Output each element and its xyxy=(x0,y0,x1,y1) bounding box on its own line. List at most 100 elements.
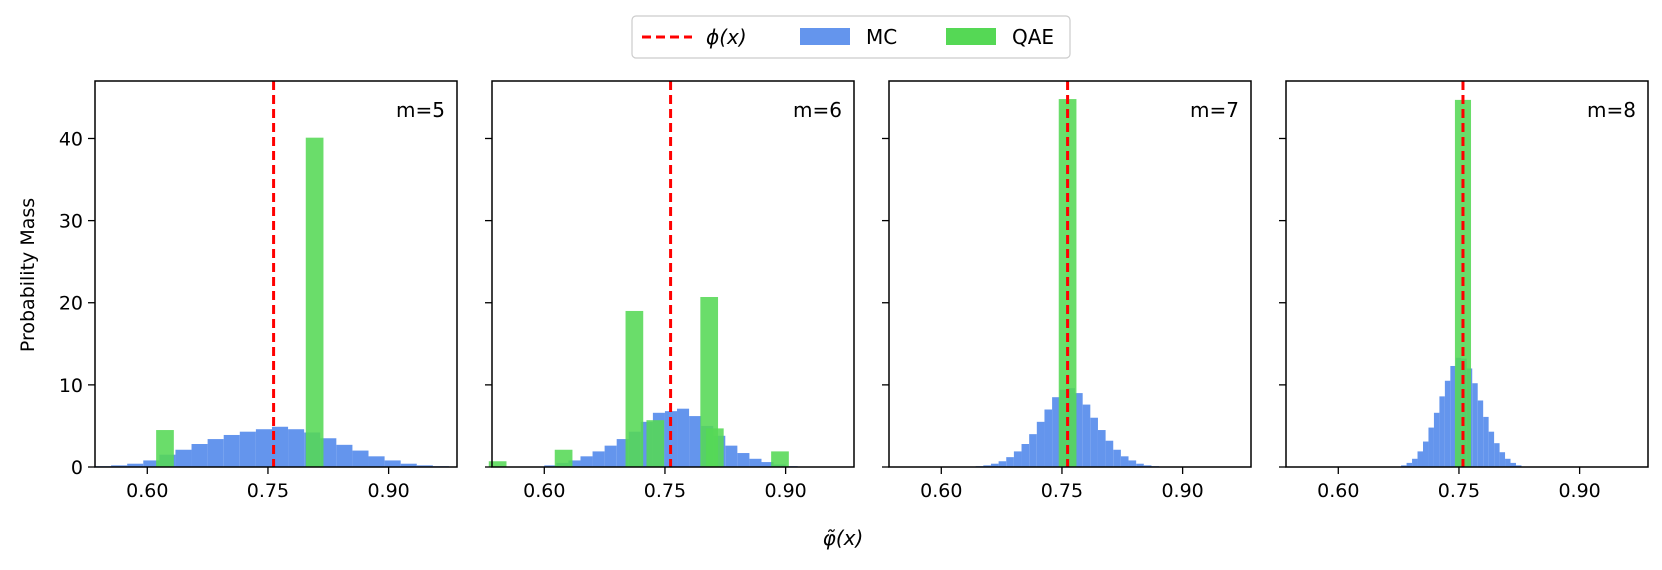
mc-bar xyxy=(400,463,417,467)
qae-bar xyxy=(305,137,324,467)
mc-bar xyxy=(1412,458,1418,467)
mc-bar xyxy=(737,453,750,467)
qae-bar xyxy=(700,296,719,467)
mc-bar xyxy=(352,450,369,467)
mc-bar xyxy=(255,429,272,467)
mc-bar xyxy=(384,460,401,467)
mc-bar xyxy=(271,426,289,467)
mc-bar xyxy=(1143,465,1152,467)
mc-bar xyxy=(1422,441,1429,467)
mc-bar xyxy=(544,465,557,467)
mc-bar xyxy=(1021,444,1030,467)
qae-bar xyxy=(554,449,573,467)
mc-bar xyxy=(223,434,240,467)
mc-bar xyxy=(1406,462,1413,467)
mc-bar xyxy=(288,429,305,467)
x-tick-label: 0.60 xyxy=(1317,480,1359,502)
mc-bar xyxy=(1082,404,1091,467)
x-axis-label: φ̃(x) xyxy=(823,526,864,550)
mc-bar xyxy=(1128,460,1137,467)
mc-bar xyxy=(1036,421,1045,467)
panel-2: m=6 0.60 0.75 0.90 xyxy=(485,80,855,502)
panel-label: m=5 xyxy=(396,98,445,122)
legend-qae-swatch xyxy=(946,28,996,45)
mc-bar xyxy=(1013,451,1022,467)
y-tick-label: 0 xyxy=(71,457,83,479)
mc-bar xyxy=(1488,431,1495,467)
mc-bar xyxy=(1090,417,1098,467)
mc-bar xyxy=(749,458,762,467)
panel-label: m=6 xyxy=(793,98,842,122)
y-tick-label: 20 xyxy=(59,293,83,315)
y-tick-label: 30 xyxy=(59,211,83,233)
mc-bar xyxy=(1428,427,1434,467)
x-tick-label: 0.60 xyxy=(523,480,565,502)
mc-bar xyxy=(1439,396,1445,467)
qae-bar xyxy=(705,428,724,467)
legend: ϕ(x) MC QAE xyxy=(631,15,1071,59)
y-axis-label: Probability Mass xyxy=(17,198,39,352)
mc-bar xyxy=(1433,412,1440,467)
mc-bar xyxy=(320,438,337,467)
mc-bar xyxy=(368,456,385,467)
mc-bar xyxy=(1120,456,1129,467)
mc-bar xyxy=(416,465,433,467)
x-tick-label: 0.60 xyxy=(126,480,168,502)
legend-mc-label: MC xyxy=(866,25,897,49)
y-tick-label: 40 xyxy=(59,128,83,150)
mc-bar xyxy=(336,444,353,467)
mc-bar xyxy=(127,463,144,467)
mc-bar xyxy=(1401,465,1407,467)
panel-1: m=5 0.60 0.75 0.90 0 10 20 30 40 xyxy=(59,80,458,502)
mc-bar xyxy=(1444,380,1451,467)
mc-bar xyxy=(1097,430,1106,467)
x-tick-label: 0.90 xyxy=(367,480,409,502)
mc-bar xyxy=(761,462,774,467)
mc-bar xyxy=(689,416,702,467)
mc-bar xyxy=(1483,416,1489,467)
mc-bar xyxy=(1105,440,1114,467)
panel-frame xyxy=(888,80,1252,468)
mc-bar xyxy=(175,449,192,467)
mc-bar xyxy=(191,444,208,467)
legend-mc-swatch xyxy=(800,28,850,45)
mc-bar xyxy=(983,465,991,467)
mc-bar xyxy=(1477,400,1484,467)
panel-label: m=7 xyxy=(1190,98,1239,122)
mc-bar xyxy=(1029,434,1037,467)
legend-qae-label: QAE xyxy=(1012,25,1054,49)
mc-bar xyxy=(1505,458,1511,467)
mc-bar xyxy=(604,445,617,467)
qae-bar xyxy=(771,451,789,467)
panel-frame xyxy=(491,80,855,468)
mc-bar xyxy=(568,460,581,467)
mc-bar xyxy=(239,431,256,467)
mc-bar xyxy=(207,439,224,467)
qae-bar xyxy=(156,430,174,467)
x-tick-label: 0.75 xyxy=(247,480,289,502)
panel-frame xyxy=(94,80,458,468)
mc-bar xyxy=(111,465,128,467)
mc-bar xyxy=(1417,451,1423,467)
x-tick-label: 0.75 xyxy=(644,480,686,502)
panel-4: m=8 0.60 0.75 0.90 xyxy=(1279,80,1649,502)
mc-bar xyxy=(1494,443,1500,467)
panel-label: m=8 xyxy=(1587,98,1636,122)
mc-bar xyxy=(1499,452,1506,467)
mc-bar xyxy=(725,445,738,467)
mc-bar xyxy=(1472,383,1478,467)
x-tick-label: 0.60 xyxy=(920,480,962,502)
mc-bar xyxy=(677,408,690,467)
panel-3: m=7 0.60 0.75 0.90 xyxy=(882,80,1252,502)
mc-bar xyxy=(1044,409,1053,467)
y-tick-label: 10 xyxy=(59,375,83,397)
mc-bar xyxy=(592,451,605,467)
qae-bar xyxy=(488,461,507,467)
mc-bar xyxy=(990,463,999,467)
panel-frame xyxy=(1285,80,1649,468)
mc-bar xyxy=(580,456,593,467)
mc-bar xyxy=(1113,449,1121,467)
mc-bar xyxy=(143,460,160,467)
x-tick-label: 0.75 xyxy=(1438,480,1480,502)
